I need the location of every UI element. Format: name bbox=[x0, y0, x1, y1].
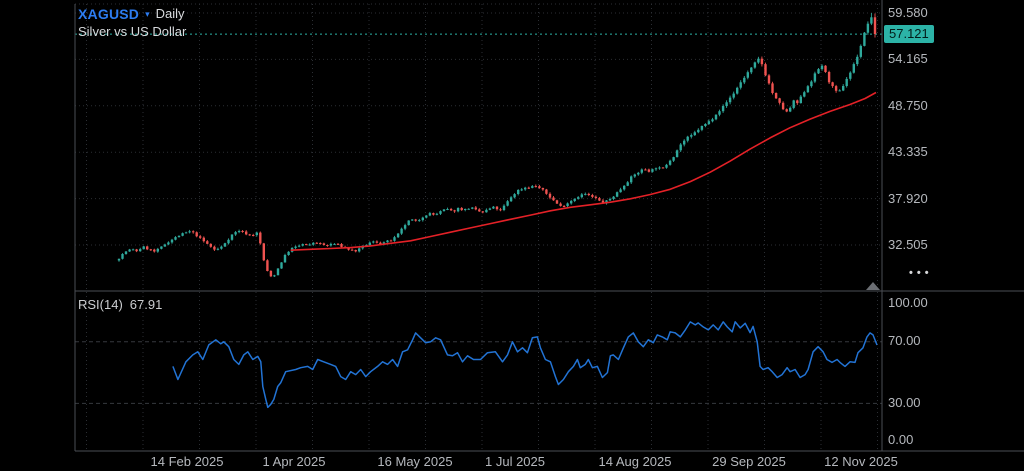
price-tick-label: 37.920 bbox=[888, 191, 928, 206]
rsi-indicator-name: RSI(14) bbox=[78, 297, 123, 312]
rsi-legend[interactable]: RSI(14) 67.91 bbox=[78, 297, 162, 312]
rsi-line bbox=[172, 321, 878, 409]
timeframe-label: Daily bbox=[155, 6, 185, 21]
last-price-badge: 57.121 bbox=[884, 25, 934, 43]
price-tick-label: 54.165 bbox=[888, 51, 928, 66]
price-tick-label: 32.505 bbox=[888, 237, 928, 252]
date-tick-label: 14 Aug 2025 bbox=[598, 454, 672, 469]
date-tick-label: 14 Feb 2025 bbox=[150, 454, 224, 469]
price-tick-label: 48.750 bbox=[888, 98, 928, 113]
rsi-indicator-value: 67.91 bbox=[129, 297, 163, 312]
symbol-legend[interactable]: XAGUSD ▾ Daily Silver vs US Dollar bbox=[78, 5, 187, 40]
symbol-description: Silver vs US Dollar bbox=[78, 24, 187, 39]
panel-borders bbox=[74, 0, 1024, 452]
price-tick-label: 43.335 bbox=[888, 144, 928, 159]
date-tick-label: 29 Sep 2025 bbox=[712, 454, 786, 469]
price-scale-more-button[interactable]: ••• bbox=[905, 265, 937, 281]
ma-line bbox=[290, 91, 877, 251]
rsi-tick-label: 100.00 bbox=[888, 295, 928, 310]
date-tick-label: 16 May 2025 bbox=[377, 454, 453, 469]
symbol-row[interactable]: XAGUSD ▾ Daily bbox=[78, 5, 186, 22]
date-tick-label: 1 Jul 2025 bbox=[485, 454, 545, 469]
price-tick-label: 59.580 bbox=[888, 5, 928, 20]
grid bbox=[75, 3, 882, 451]
rsi-tick-label: 0.00 bbox=[888, 432, 914, 447]
symbol-dropdown-icon[interactable]: ▾ bbox=[145, 9, 150, 19]
panel-collapse-arrow-icon[interactable] bbox=[866, 282, 880, 290]
date-tick-label: 12 Nov 2025 bbox=[824, 454, 898, 469]
time-axis[interactable]: 14 Feb 2025 1 Apr 2025 16 May 2025 1 Jul… bbox=[75, 452, 1024, 471]
price-axis[interactable]: 59.580 57.121 54.165 48.750 43.335 37.92… bbox=[883, 0, 1024, 451]
rsi-tick-label: 70.00 bbox=[888, 333, 921, 348]
rsi-tick-label: 30.00 bbox=[888, 395, 921, 410]
candlestick-series bbox=[117, 13, 877, 278]
date-tick-label: 1 Apr 2025 bbox=[262, 454, 326, 469]
symbol-name[interactable]: XAGUSD bbox=[78, 5, 140, 22]
